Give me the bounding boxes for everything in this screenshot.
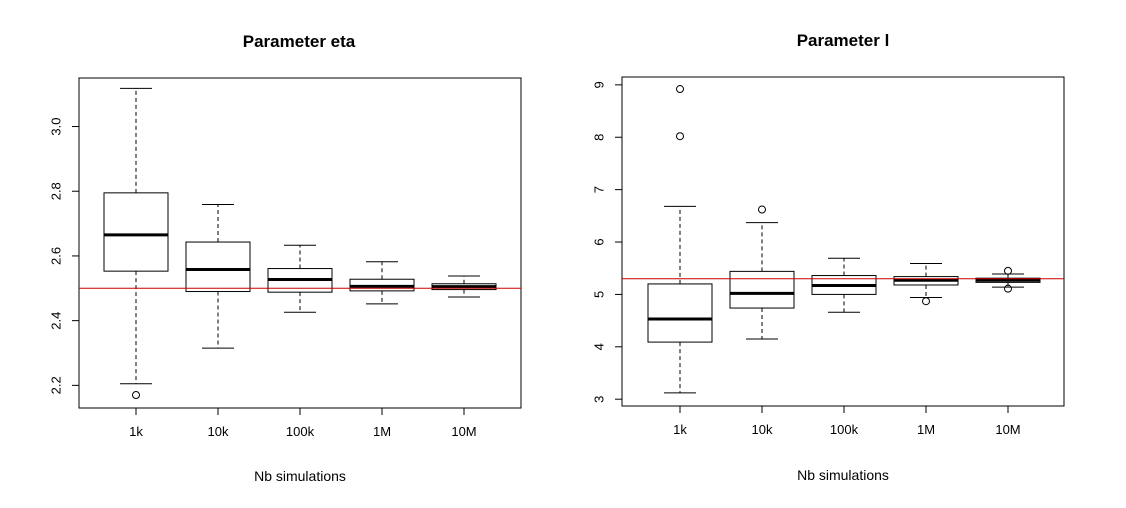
y-tick-label: 8 (592, 134, 607, 141)
iqr-box (647, 283, 713, 343)
box-100k (811, 257, 877, 313)
y-tick-label: 6 (592, 238, 607, 245)
x-tick-label: 1M (917, 422, 935, 437)
outlier-point (676, 85, 684, 94)
y-tick-label: 2.4 (49, 312, 64, 330)
l-x-axis-label: Nb simulations (797, 467, 889, 483)
l-panel: Parameter l 3 4 5 6 7 8 9 1k 10k 100k 1M 10M Nb si… (592, 31, 1065, 483)
eta-boxes (103, 87, 497, 400)
outlier-point (1004, 266, 1012, 275)
box-1M (349, 261, 415, 305)
y-tick-label: 2.6 (49, 247, 64, 265)
y-tick-label: 3 (592, 396, 607, 403)
box-10M (431, 275, 497, 298)
y-tick-label: 2.8 (49, 182, 64, 200)
x-tick-label: 10M (451, 424, 476, 439)
x-tick-label: 10k (208, 424, 229, 439)
x-tick-label: 10k (752, 422, 773, 437)
y-tick-label: 3.0 (49, 117, 64, 135)
y-tick-label: 9 (592, 81, 607, 88)
x-tick-label: 1M (373, 424, 391, 439)
eta-y-axis: 2.2 2.4 2.6 2.8 3.0 (49, 117, 80, 394)
y-tick-label: 2.2 (49, 376, 64, 394)
x-tick-label: 1k (129, 424, 143, 439)
box-10M (975, 266, 1041, 293)
eta-chart-title: Parameter eta (243, 32, 356, 51)
outlier-point (758, 205, 766, 214)
box-10k (185, 204, 251, 349)
box-100k (267, 244, 333, 313)
iqr-box (103, 192, 169, 272)
l-boxes (647, 85, 1041, 394)
y-tick-label: 7 (592, 186, 607, 193)
x-tick-label: 100k (286, 424, 315, 439)
l-chart-title: Parameter l (797, 31, 890, 50)
outlier-point (922, 297, 930, 306)
l-x-axis: 1k 10k 100k 1M 10M (673, 405, 1021, 437)
iqr-box (729, 270, 795, 309)
l-y-axis: 3 4 5 6 7 8 9 (592, 81, 623, 403)
box-1k (103, 87, 169, 400)
x-tick-label: 1k (673, 422, 687, 437)
iqr-box (185, 241, 251, 293)
box-1k (647, 85, 713, 394)
outlier-point (132, 391, 140, 400)
eta-panel: Parameter eta 2.22.42.62.83.0 1k 10k 100k 1… (49, 32, 522, 484)
x-tick-label: 10M (995, 422, 1020, 437)
eta-x-axis-label: Nb simulations (254, 468, 346, 484)
l-plot-frame (621, 76, 1065, 407)
x-tick-label: 100k (830, 422, 859, 437)
box-10k (729, 205, 795, 340)
box-1M (893, 263, 959, 306)
outlier-point (676, 132, 684, 141)
y-tick-label: 5 (592, 291, 607, 298)
outlier-point (1004, 284, 1012, 293)
eta-x-axis: 1k 10k 100k 1M 10M (129, 407, 477, 439)
y-tick-label: 4 (592, 343, 607, 350)
